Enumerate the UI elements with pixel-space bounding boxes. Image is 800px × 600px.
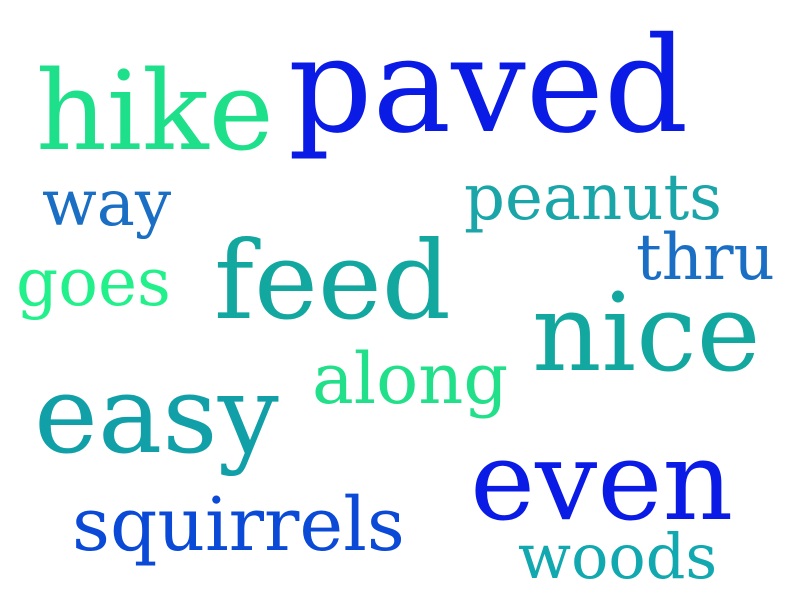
word-nice: nice [532, 271, 761, 396]
word-along: along [312, 338, 509, 420]
word-thru: thru [636, 221, 775, 295]
word-peanuts: peanuts [464, 161, 722, 235]
word-easy: easy [34, 353, 279, 478]
word-goes: goes [16, 244, 171, 321]
word-woods: woods [518, 520, 718, 593]
word-squirrels: squirrels [72, 482, 405, 568]
word-hike: hike [36, 47, 274, 175]
word-way: way [42, 167, 172, 241]
word-paved: paved [288, 9, 689, 163]
word-even: even [470, 417, 734, 545]
word-feed: feed [214, 219, 451, 344]
